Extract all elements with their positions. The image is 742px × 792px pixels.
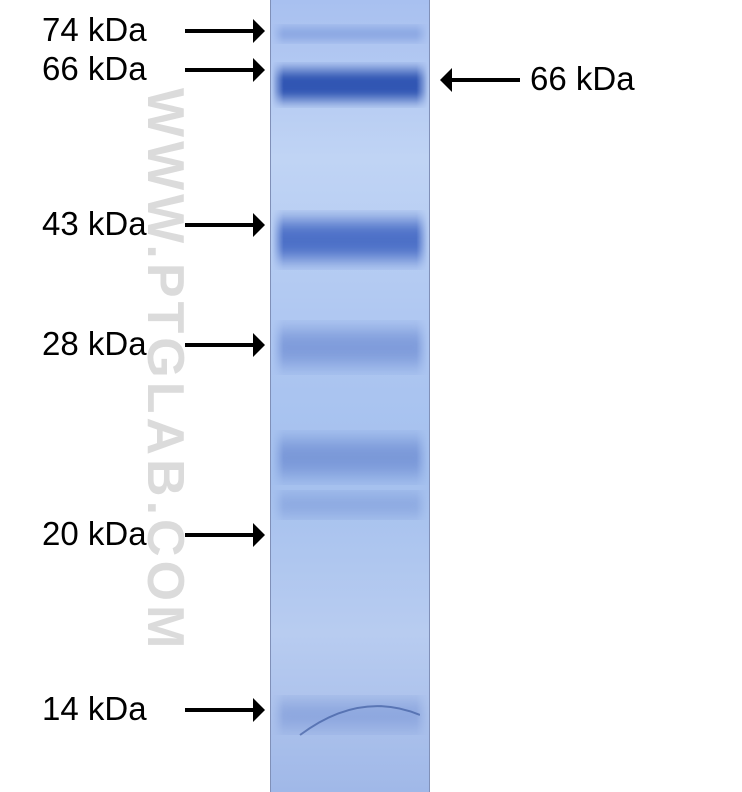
left-marker-arrow-shaft-0: [185, 29, 253, 33]
left-marker-arrow-shaft-5: [185, 708, 253, 712]
left-marker-arrow-head-2: [253, 213, 265, 237]
left-marker-label-5: 14 kDa: [42, 690, 147, 728]
left-marker-arrow-shaft-4: [185, 533, 253, 537]
left-marker-arrow-head-0: [253, 19, 265, 43]
left-marker-label-2: 43 kDa: [42, 205, 147, 243]
left-marker-label-3: 28 kDa: [42, 325, 147, 363]
gel-lane: [270, 0, 430, 792]
figure-container: WWW.PTGLAB.COM 74 kDa66 kDa43 kDa28 kDa2…: [0, 0, 742, 792]
left-marker-arrow-shaft-2: [185, 223, 253, 227]
left-marker-label-0: 74 kDa: [42, 11, 147, 49]
right-marker-arrow-head-0: [440, 68, 452, 92]
right-marker-label-0: 66 kDa: [530, 60, 635, 98]
left-marker-label-1: 66 kDa: [42, 50, 147, 88]
watermark-text: WWW.PTGLAB.COM: [135, 88, 195, 652]
left-marker-arrow-shaft-3: [185, 343, 253, 347]
left-marker-label-4: 20 kDa: [42, 515, 147, 553]
left-marker-arrow-head-5: [253, 698, 265, 722]
left-marker-arrow-head-4: [253, 523, 265, 547]
right-marker-arrow-shaft-0: [452, 78, 520, 82]
gel-lane-background: [271, 0, 429, 792]
left-marker-arrow-head-1: [253, 58, 265, 82]
left-marker-arrow-shaft-1: [185, 68, 253, 72]
left-marker-arrow-head-3: [253, 333, 265, 357]
